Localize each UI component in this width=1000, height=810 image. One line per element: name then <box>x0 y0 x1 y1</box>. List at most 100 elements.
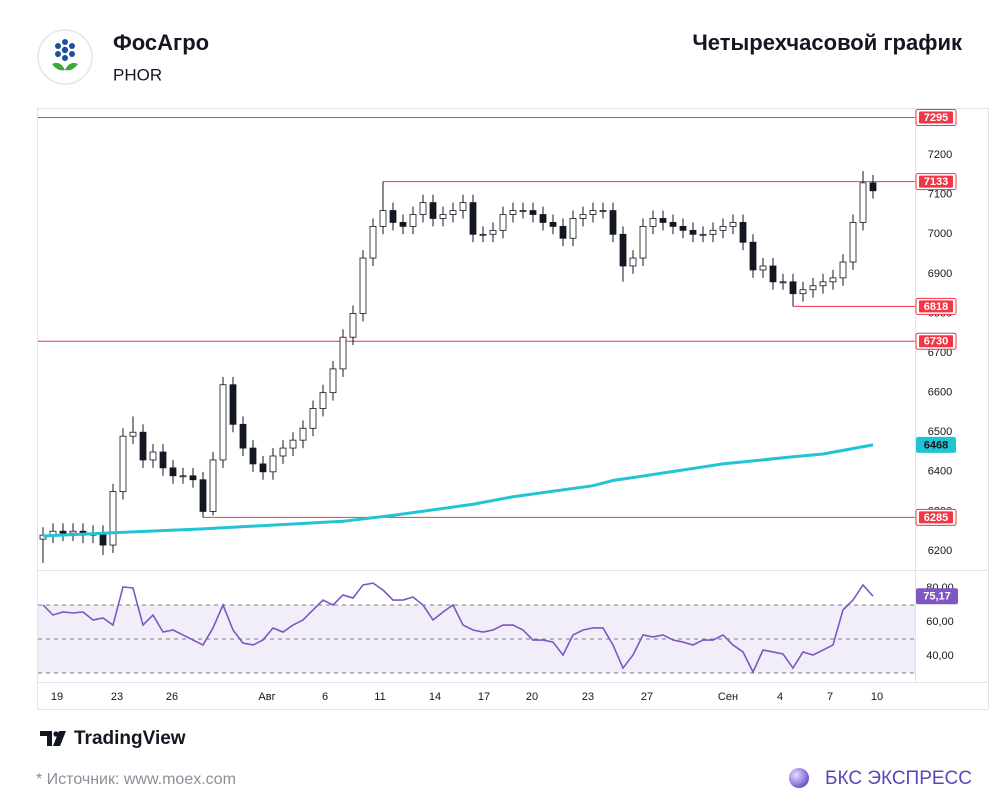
candle-body <box>509 210 517 215</box>
candle-body <box>539 214 547 223</box>
y-tick-label: 6600 <box>928 387 952 399</box>
candle-body <box>69 530 77 534</box>
candle-body <box>659 218 667 223</box>
x-tick-label: Сен <box>718 691 738 703</box>
x-tick-label: 23 <box>582 691 594 703</box>
candle-body <box>549 222 557 227</box>
candle-body <box>219 384 227 461</box>
rsi-line <box>42 582 874 674</box>
candle-body <box>749 241 757 271</box>
candle-body <box>459 202 467 211</box>
x-tick-label: 19 <box>51 691 63 703</box>
level-tag-fill <box>919 300 953 313</box>
candle-body <box>299 427 307 441</box>
candle-body <box>429 202 437 219</box>
y-tick-label: 40,00 <box>926 650 954 662</box>
level-tag-fill <box>919 111 953 124</box>
publisher-logo <box>789 768 809 788</box>
candle-body <box>439 214 447 219</box>
candle-body <box>209 459 217 512</box>
y-tick-label: 6500 <box>928 426 952 438</box>
source-note: * Источник: www.moex.com <box>36 771 236 788</box>
candle-body <box>699 233 707 236</box>
candle-body <box>139 431 147 461</box>
candle-body <box>519 210 527 212</box>
x-tick-label: 6 <box>322 691 328 703</box>
ma-label: 6468 <box>924 439 948 451</box>
candle-body <box>109 491 117 546</box>
candle-body <box>799 289 807 295</box>
x-tick-label: 27 <box>641 691 653 703</box>
candle-body <box>239 423 247 449</box>
candle-body <box>769 265 777 283</box>
logo <box>37 29 93 85</box>
candle-body <box>449 210 457 215</box>
level-label: 7295 <box>924 112 948 124</box>
x-tick-label: 23 <box>111 691 123 703</box>
candle-body <box>819 281 827 287</box>
candle-body <box>759 265 767 271</box>
candle-body <box>99 532 107 546</box>
candle-body <box>499 214 507 231</box>
candle-body <box>309 408 317 429</box>
ma-tag <box>916 436 956 453</box>
candle-body <box>59 530 67 534</box>
candle-body <box>259 463 267 473</box>
x-tick-label: 14 <box>429 691 441 703</box>
candle-body <box>469 202 477 235</box>
candle-body <box>579 214 587 219</box>
candle-body <box>379 210 387 227</box>
candle-body <box>739 222 747 243</box>
brand: TradingView <box>74 728 186 749</box>
y-tick-label: 6200 <box>928 545 952 557</box>
y-tick-label: 6400 <box>928 466 952 478</box>
candle-body <box>839 261 847 279</box>
ticker: PHOR <box>113 65 162 84</box>
level-label: 7133 <box>924 176 948 188</box>
candle-body <box>119 435 127 493</box>
candle-body <box>489 229 497 235</box>
candle-body <box>279 447 287 457</box>
candle-body <box>529 210 537 215</box>
candle-body <box>319 392 327 409</box>
candle-body <box>649 218 657 227</box>
candle-body <box>639 225 647 259</box>
x-tick-label: Авг <box>258 691 275 703</box>
x-tick-label: 20 <box>526 691 538 703</box>
candle-body <box>619 233 627 267</box>
y-tick-label: 6700 <box>928 347 952 359</box>
candle-body <box>169 467 177 477</box>
candle-body <box>399 222 407 227</box>
x-tick-label: 26 <box>166 691 178 703</box>
level-label: 6818 <box>924 301 948 313</box>
level-tag-fill <box>919 175 953 188</box>
x-tick-label: 4 <box>777 691 783 703</box>
candle-body <box>849 222 857 263</box>
publisher: БКС ЭКСПРЕСС <box>825 768 972 789</box>
candle-body <box>809 285 817 291</box>
candle-body <box>289 439 297 449</box>
candle-body <box>789 281 797 295</box>
candle-body <box>349 313 357 338</box>
y-tick-label: 7100 <box>928 189 952 201</box>
candle-body <box>559 225 567 239</box>
candle-body <box>779 281 787 284</box>
candle-body <box>419 202 427 215</box>
y-tick-label: 6900 <box>928 268 952 280</box>
candle-body <box>689 229 697 235</box>
level-label: 6285 <box>924 512 948 524</box>
candle-body <box>679 225 687 231</box>
candle-body <box>359 257 367 314</box>
candle-body <box>409 214 417 227</box>
candle-body <box>369 225 377 259</box>
candle-body <box>269 455 277 473</box>
candle-body <box>129 431 137 437</box>
candle-body <box>599 210 607 212</box>
y-tick-label: 60,00 <box>926 616 954 628</box>
candle-body <box>229 384 237 425</box>
level-tag-fill <box>919 335 953 348</box>
candle-body <box>189 475 197 481</box>
candle-body <box>719 225 727 231</box>
x-tick-label: 7 <box>827 691 833 703</box>
